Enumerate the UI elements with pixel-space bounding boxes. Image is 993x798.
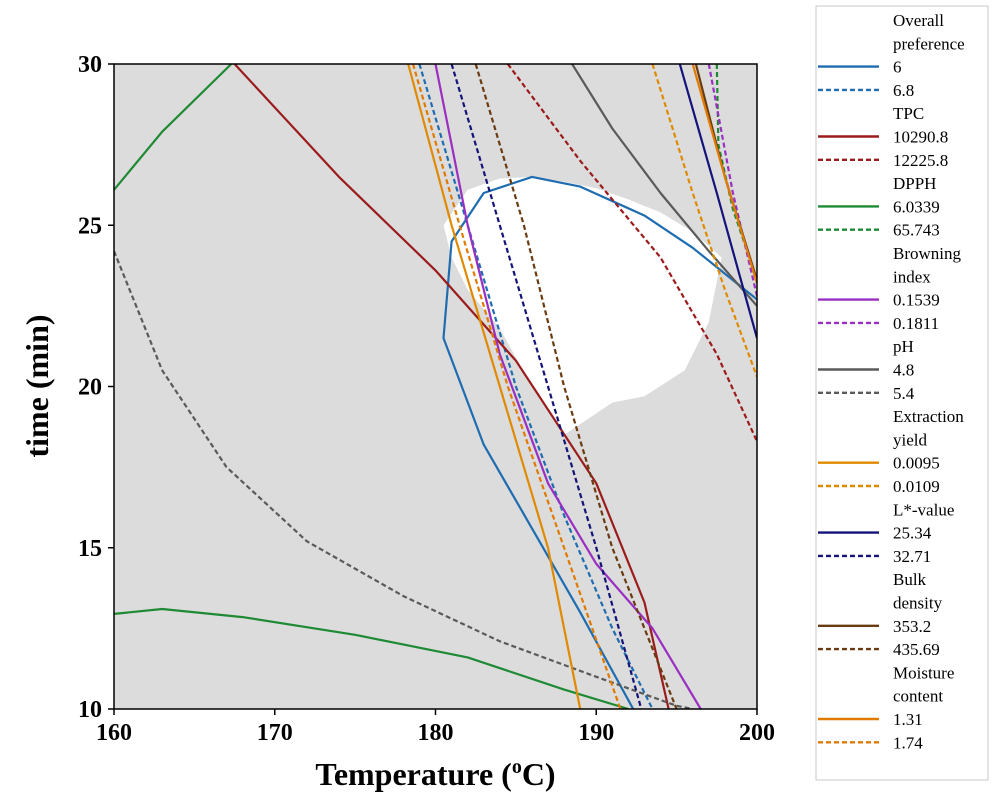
y-tick-label: 15 <box>78 536 102 562</box>
legend-group-title: Overall <box>893 11 944 30</box>
x-axis-title: Temperature (oC) <box>315 756 555 792</box>
x-tick-label: 200 <box>739 720 775 746</box>
legend-group-title: density <box>893 594 943 613</box>
contour-tpc-10290-8-solid-0 <box>233 64 670 709</box>
contour-extraction-yield-0-0109-dashed-1 <box>651 64 757 378</box>
contour-browning-index-0-1811-dashed-1 <box>707 64 757 297</box>
legend-item-label: 6 <box>893 58 902 77</box>
legend-group-title: Moisture <box>893 663 954 682</box>
legend-group-title: Extraction <box>893 407 964 426</box>
legend-item-label: 5.4 <box>893 384 915 403</box>
y-tick-label: 30 <box>78 52 102 78</box>
x-axis-title-end: C) <box>522 756 556 792</box>
legend-item-label: 25.34 <box>893 524 932 543</box>
contour-dpph-6-0339-solid-0 <box>114 64 233 191</box>
legend-item-label: 6.8 <box>893 81 914 100</box>
x-tick-label: 180 <box>418 720 454 746</box>
legend-item-label: 1.31 <box>893 710 923 729</box>
legend-group-title: TPC <box>893 104 924 123</box>
legend-item-label: 0.0109 <box>893 477 940 496</box>
contour-extraction-yield-0-0095-solid-0 <box>407 64 582 709</box>
contour-tpc-12225-8-dashed-1 <box>506 64 757 442</box>
legend-item-label: 0.1811 <box>893 314 939 333</box>
legend-group-title: pH <box>893 337 914 356</box>
y-tick-label: 10 <box>78 697 102 723</box>
contour-browning-index-0-1539-solid-0 <box>434 64 702 709</box>
axis-ticks: 160 170 180 190 200 10 15 20 25 30 <box>78 52 775 746</box>
y-tick-label: 20 <box>78 375 102 401</box>
contour-moisture-content-1-31-solid-0 <box>691 64 757 284</box>
y-tick-label: 25 <box>78 213 102 239</box>
contour-ph-5-4-dashed-1 <box>114 250 693 709</box>
contour-l-value-25-34-solid-0 <box>678 64 757 339</box>
legend-item-label: 65.743 <box>893 221 940 240</box>
legend-group-title: content <box>893 687 943 706</box>
contour-ph-4-8-solid-0 <box>571 64 757 307</box>
x-tick-label: 160 <box>96 720 132 746</box>
legend-group-title: index <box>893 267 931 286</box>
legend-group-title: yield <box>893 430 927 449</box>
feasible-region <box>443 176 722 435</box>
legend-group-title: DPPH <box>893 174 936 193</box>
contour-l-value-32-71-dashed-1 <box>450 64 643 709</box>
legend-item-label: 0.0095 <box>893 454 940 473</box>
contour-dpph-6-0339-solid-2 <box>114 607 629 709</box>
contour-overall-preference-6-8-dashed-1 <box>418 64 654 709</box>
x-tick-label: 170 <box>257 720 293 746</box>
contour-bulk-density-435-69-dashed-1 <box>474 64 678 709</box>
plot-background <box>114 64 757 709</box>
x-tick-label: 190 <box>578 720 614 746</box>
legend-group-title: Browning <box>893 244 962 263</box>
y-axis-title: time (min) <box>19 314 55 457</box>
contour-moisture-content-1-74-dashed-1 <box>411 64 622 709</box>
legend: Overall preference 6 6.8 TPC 10290.8 12225.8 DP… <box>818 11 965 752</box>
legend-item-label: 4.8 <box>893 361 914 380</box>
legend-group-title: Bulk <box>893 570 927 589</box>
plot-area <box>114 64 757 709</box>
contour-overall-preference-6-solid-0 <box>442 175 757 709</box>
legend-item-label: 0.1539 <box>893 291 940 310</box>
legend-group-title: preference <box>893 34 965 53</box>
legend-item-label: 12225.8 <box>893 151 948 170</box>
legend-item-label: 6.0339 <box>893 197 940 216</box>
legend-item-label: 435.69 <box>893 640 940 659</box>
legend-item-label: 353.2 <box>893 617 931 636</box>
legend-item-label: 1.74 <box>893 733 923 752</box>
legend-group-title: L*-value <box>893 500 954 519</box>
legend-item-label: 10290.8 <box>893 128 948 147</box>
x-axis-title-superscript: o <box>512 756 522 778</box>
legend-item-label: 32.71 <box>893 547 931 566</box>
